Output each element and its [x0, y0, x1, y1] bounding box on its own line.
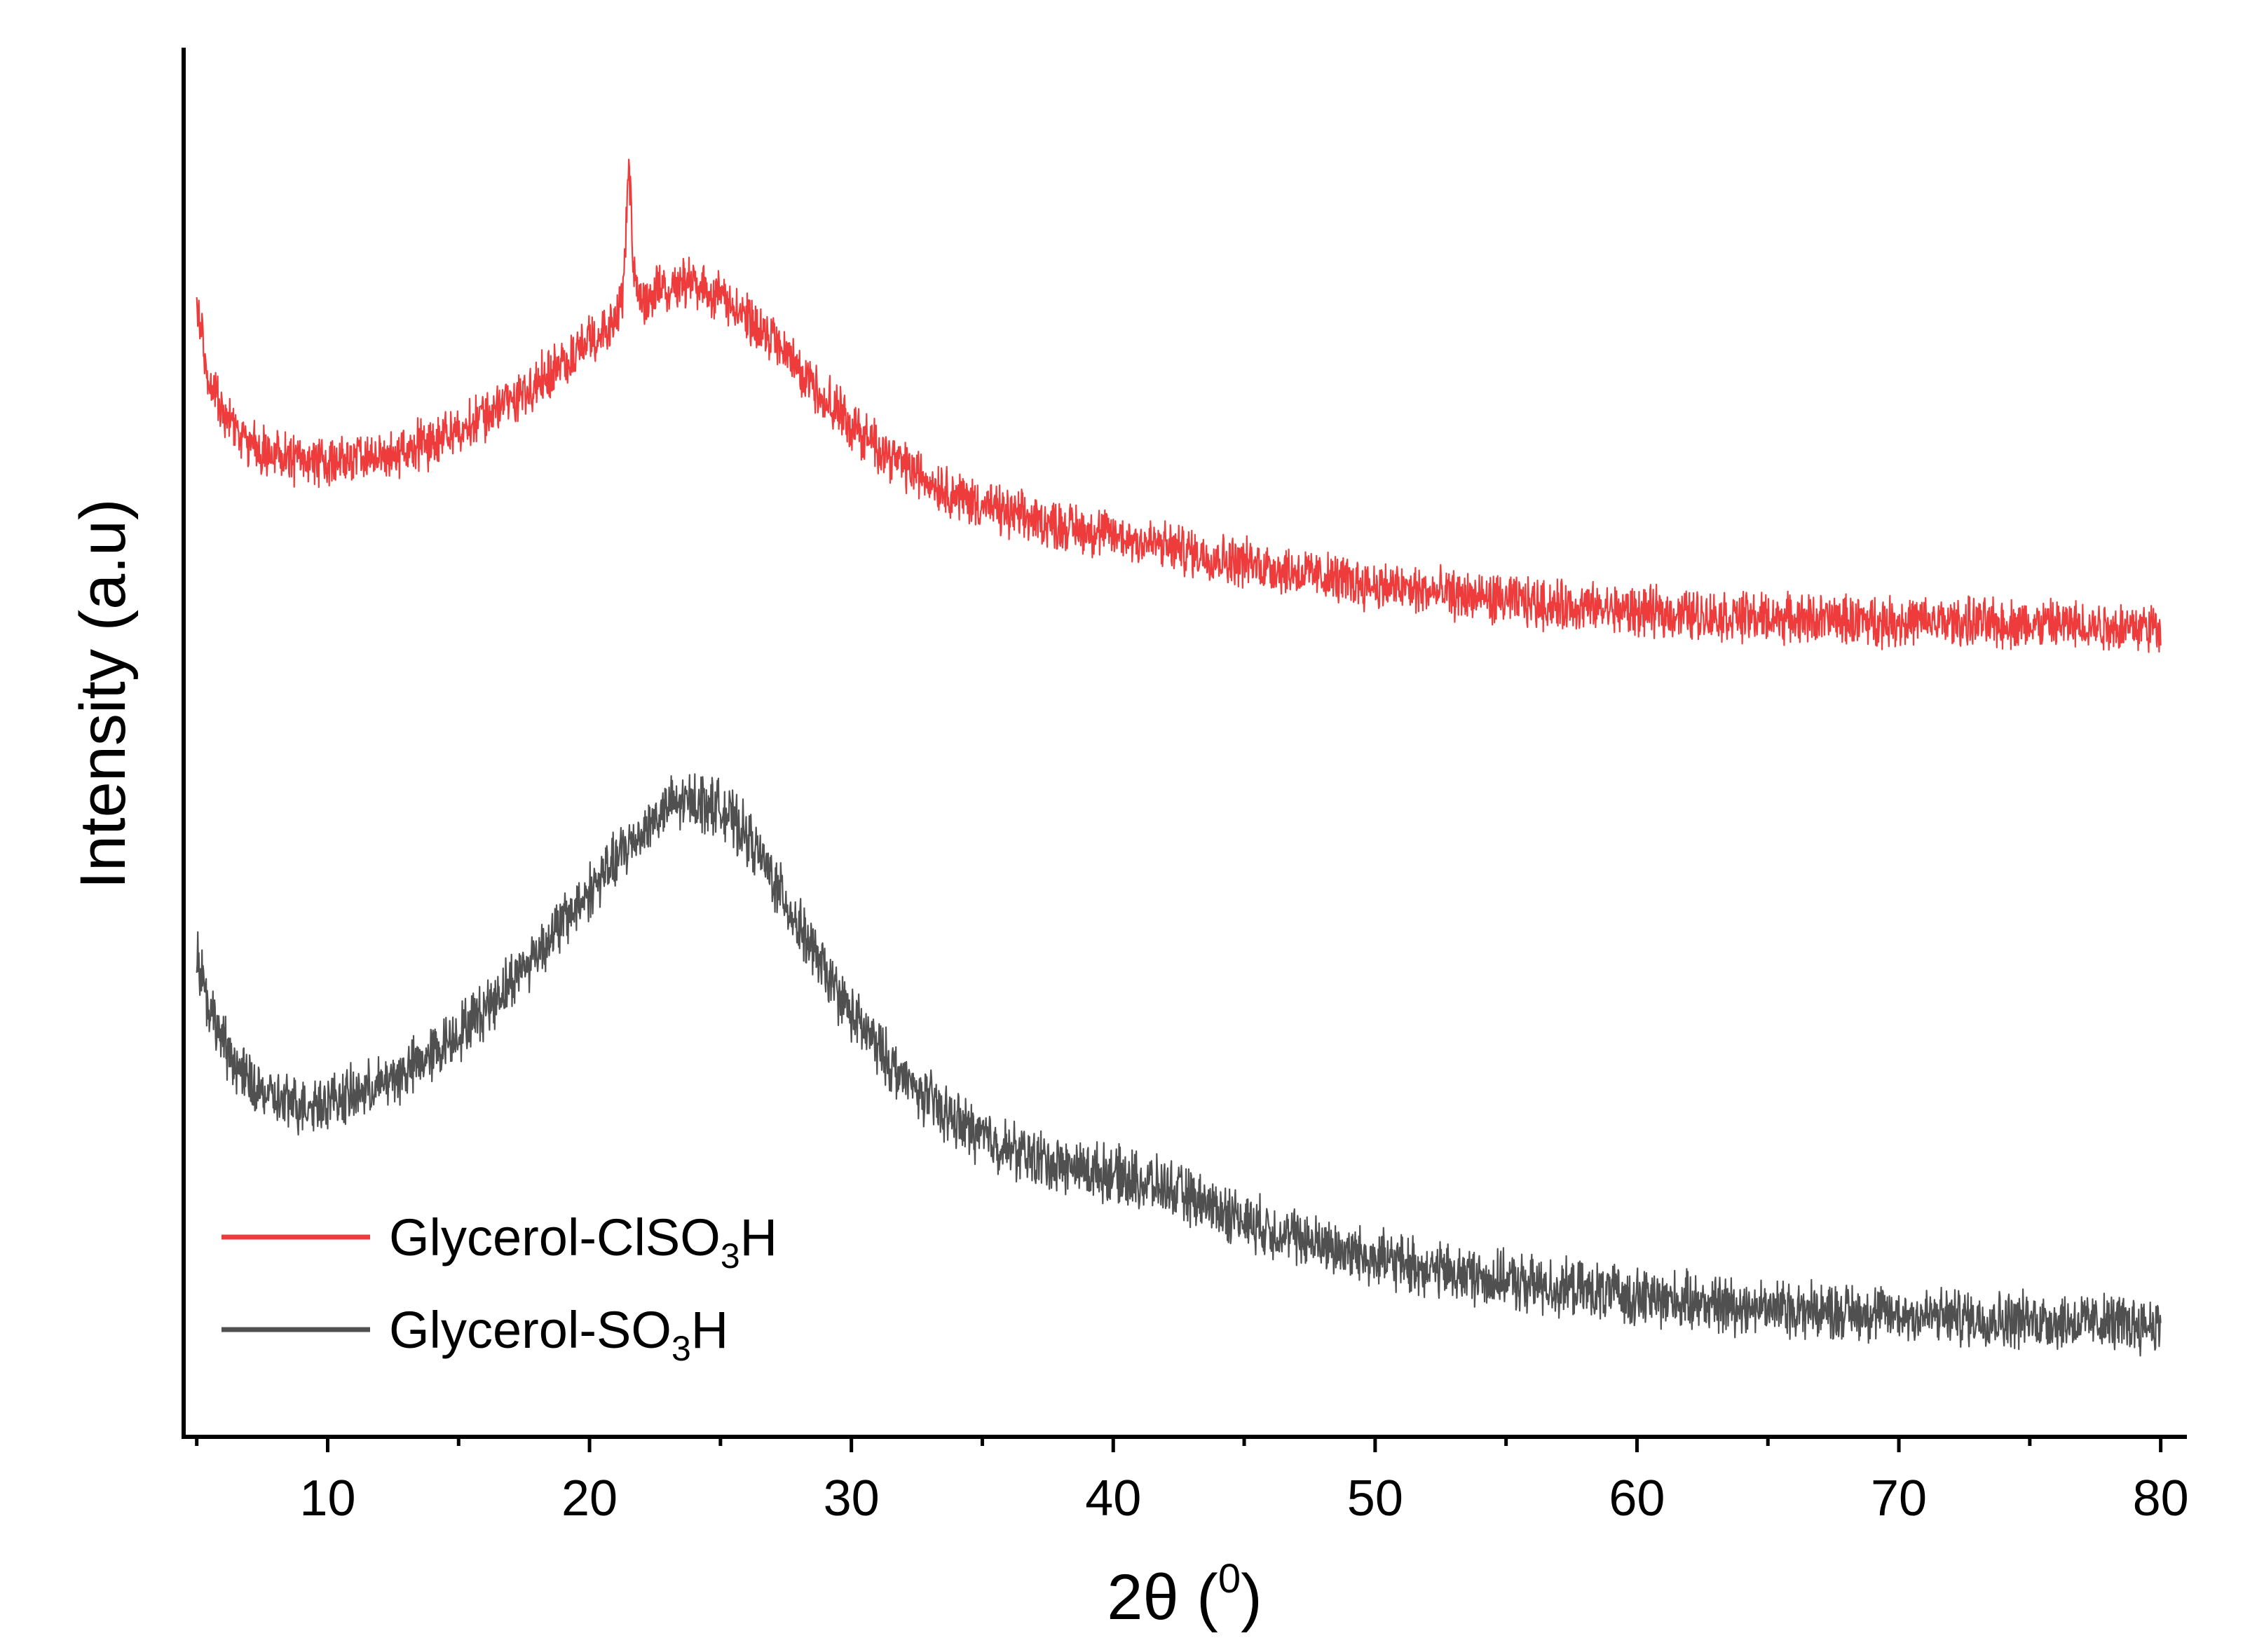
plot-area: 10 20 30 40 50 60 70 80: [182, 48, 2189, 1527]
x-axis-title-superscript: 0: [1218, 1556, 1241, 1602]
series-layer: [196, 158, 2162, 1357]
x-tick-label: 40: [1085, 1470, 1141, 1527]
x-tick-label: 80: [2133, 1470, 2189, 1527]
legend-subscript-glycerol-so3h: 3: [671, 1329, 691, 1368]
legend: Glycerol-ClSO3H Glycerol-SO3H: [221, 1208, 777, 1368]
series-line-glycerol-clso3h: [196, 158, 2162, 653]
x-axis-title-close: ): [1241, 1562, 1262, 1633]
x-tick-label: 50: [1347, 1470, 1403, 1527]
x-tick-label: 70: [1871, 1470, 1927, 1527]
legend-subscript-glycerol-clso3h: 3: [721, 1236, 740, 1276]
x-tick-label: 30: [824, 1470, 880, 1527]
x-tick-label: 10: [299, 1470, 355, 1527]
legend-item-glycerol-clso3h: Glycerol-ClSO3H: [221, 1208, 777, 1276]
series-line-glycerol-so3h: [196, 773, 2162, 1357]
legend-label-glycerol-clso3h: Glycerol-ClSO: [389, 1208, 721, 1267]
legend-label-glycerol-so3h: Glycerol-SO: [389, 1301, 671, 1359]
legend-tail-glycerol-clso3h: H: [740, 1208, 777, 1267]
legend-tail-glycerol-so3h: H: [691, 1301, 728, 1359]
svg-text:2θ (0): 2θ (0): [1107, 1556, 1262, 1633]
y-axis-title: Intensity (a.u): [67, 498, 139, 889]
x-axis-title: 2θ (0): [1107, 1556, 1262, 1633]
x-axis-title-main: 2θ (: [1107, 1562, 1218, 1633]
legend-item-glycerol-so3h: Glycerol-SO3H: [221, 1301, 728, 1368]
svg-text:Glycerol-SO3H: Glycerol-SO3H: [389, 1301, 728, 1368]
x-tick-label: 60: [1609, 1470, 1665, 1527]
x-axis-ticks: 10 20 30 40 50 60 70 80: [195, 1437, 2189, 1527]
x-tick-label: 20: [561, 1470, 618, 1527]
svg-text:Glycerol-ClSO3H: Glycerol-ClSO3H: [389, 1208, 777, 1276]
